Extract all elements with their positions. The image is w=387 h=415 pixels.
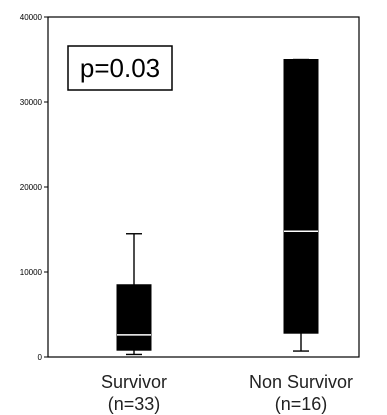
- y-tick-label: 10000: [20, 268, 43, 277]
- category-label: Survivor: [101, 372, 167, 392]
- p-value-annotation-box: [67, 45, 173, 91]
- category-count-label: (n=16): [275, 394, 328, 414]
- box-survivor: [116, 233, 152, 356]
- y-tick-label: 0: [38, 353, 43, 362]
- y-tick-label: 20000: [20, 183, 43, 192]
- category-count-label: (n=33): [108, 394, 161, 414]
- box-non-survivor: [283, 58, 319, 352]
- y-tick-label: 40000: [20, 13, 43, 22]
- y-tick-label: 30000: [20, 98, 43, 107]
- iqr-box: [283, 59, 319, 334]
- category-label: Non Survivor: [249, 372, 353, 392]
- p-value-annotation: p=0.03: [80, 53, 160, 83]
- iqr-box: [116, 284, 152, 351]
